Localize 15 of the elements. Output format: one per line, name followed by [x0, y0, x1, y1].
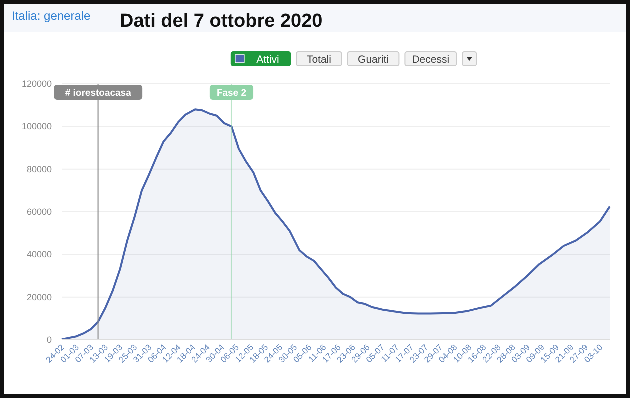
chart-subtitle: Italia: generale: [12, 9, 92, 23]
text: Totali: [306, 54, 332, 66]
y-tick-label: 0: [46, 335, 52, 345]
y-tick-label: 80000: [26, 164, 52, 174]
text: Decessi: [412, 54, 450, 66]
ref-line-label: # iorestoacasa: [65, 88, 132, 99]
y-tick-label: 20000: [26, 292, 52, 302]
text: Guariti: [358, 54, 389, 66]
chart-title: Dati del 7 ottobre 2020: [120, 11, 323, 32]
ref-line-label: Fase 2: [216, 88, 247, 99]
y-tick-label: 60000: [26, 207, 52, 217]
y-tick-label: 40000: [26, 250, 52, 260]
legend-label: Attivi: [256, 54, 280, 66]
y-tick-label: 120000: [22, 79, 52, 89]
y-tick-label: 100000: [22, 122, 52, 132]
